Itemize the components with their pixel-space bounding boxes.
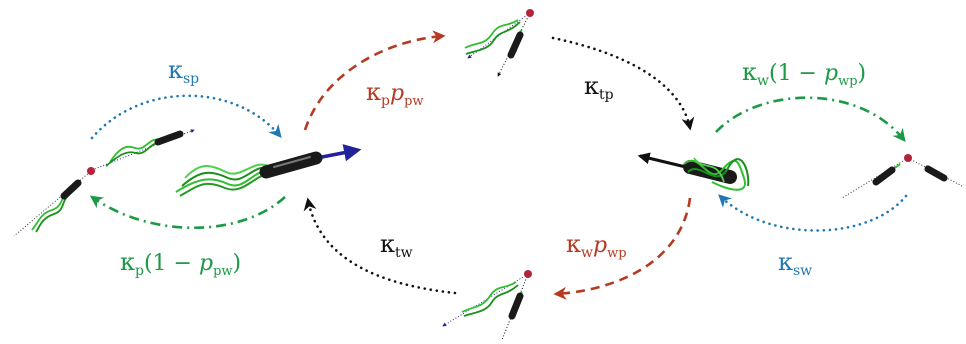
rate-subscript: tp [599, 87, 614, 103]
transition-arrow-sp [90, 94, 282, 140]
transition-arrow-p-ppw [303, 30, 446, 131]
rate-label-tp: κtp [584, 74, 614, 102]
probability-subscript: wp [838, 74, 858, 89]
rate-subscript: sw [793, 263, 813, 279]
push-state-cell [175, 144, 362, 197]
probability-symbol: p [823, 61, 839, 86]
rate-label-tw: κtw [380, 232, 413, 260]
wrap-state-cell [637, 152, 750, 191]
tumble-state-bottom [442, 270, 532, 341]
transition-arrow-tp [551, 36, 695, 131]
kappa-symbol: κ [168, 56, 183, 84]
probability-symbol: p [389, 81, 405, 106]
kappa-symbol: κ [566, 230, 581, 258]
rate-label-sp: κsp [168, 58, 199, 86]
transition-arrow-sw [718, 194, 908, 232]
kappa-symbol: κ [366, 78, 381, 106]
kappa-symbol: κ [380, 230, 395, 258]
transition-arrow-w-1-pwp [715, 96, 906, 143]
rate-subscript: w [757, 73, 769, 89]
transition-arrow-w-pwp [553, 197, 692, 300]
transition-arrow-p-1-ppw [89, 195, 286, 229]
probability-subscript: pw [213, 264, 233, 279]
rate-label-sw: κsw [778, 250, 812, 278]
paren-close: ) [857, 61, 867, 86]
rate-subscript: tw [395, 245, 413, 261]
swim-state-right [841, 154, 963, 199]
kappa-symbol: κ [120, 248, 135, 276]
rate-subscript: w [581, 245, 593, 261]
rate-subscript: p [135, 263, 144, 279]
transition-arrow-tw [303, 197, 457, 295]
tumble-state-top [464, 9, 534, 77]
rate-subscript: p [381, 93, 390, 109]
kappa-symbol: κ [584, 72, 599, 100]
paren-open: (1 − [143, 251, 199, 276]
swim-state-left [13, 129, 195, 237]
rate-label-w-pwp: κwpwp [566, 232, 627, 260]
rate-label-w-1-pwp: κw(1 − pwp) [742, 60, 866, 88]
rate-label-p-1-ppw: κp(1 − ppw) [120, 250, 241, 278]
kappa-symbol: κ [778, 248, 793, 276]
kappa-symbol: κ [742, 58, 757, 86]
rate-label-p-ppw: κpppw [366, 80, 424, 108]
probability-subscript: wp [607, 246, 627, 261]
rate-subscript: sp [183, 71, 200, 87]
probability-symbol: p [592, 233, 608, 258]
probability-symbol: p [198, 251, 214, 276]
probability-subscript: pw [404, 94, 424, 109]
paren-open: (1 − [768, 61, 824, 86]
paren-close: ) [232, 251, 242, 276]
